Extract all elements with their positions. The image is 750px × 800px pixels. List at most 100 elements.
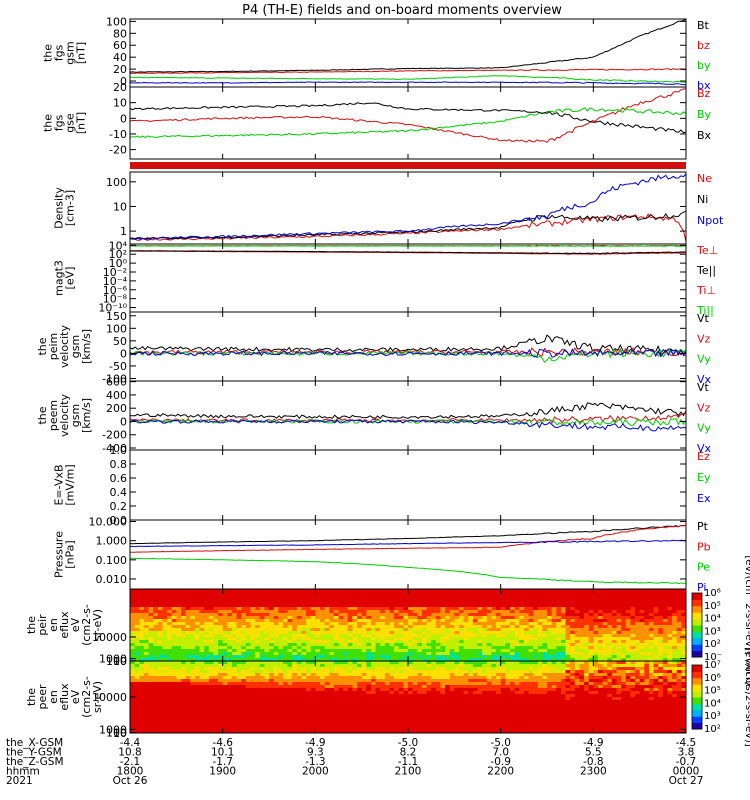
spectrogram-cell (389, 646, 395, 650)
spectrogram-cell (185, 694, 191, 698)
spectrogram-cell (333, 727, 339, 731)
spectrogram-cell (153, 712, 159, 716)
spectrogram-cell (130, 649, 136, 653)
spectrogram-cell (157, 712, 163, 716)
spectrogram-cell (676, 589, 682, 593)
spectrogram-cell (370, 637, 376, 641)
spectrogram-cell (333, 616, 339, 620)
spectrogram-cell (278, 715, 284, 719)
spectrogram-cell (384, 724, 390, 728)
spectrogram-cell (241, 661, 247, 665)
spectrogram-cell (204, 712, 210, 716)
spectrogram-cell (533, 607, 539, 611)
spectrogram-cell (403, 628, 409, 632)
spectrogram-cell (676, 640, 682, 644)
spectrogram-cell (611, 652, 617, 656)
spectrogram-cell (597, 655, 603, 659)
spectrogram-cell (597, 595, 603, 599)
spectrogram-cell (394, 697, 400, 701)
spectrogram-cell (486, 637, 492, 641)
spectrogram-cell (440, 613, 446, 617)
legend-pressure-2: Pe (697, 561, 710, 574)
spectrogram-cell (408, 685, 414, 689)
spectrogram-cell (227, 631, 233, 635)
spectrogram-cell (445, 631, 451, 635)
spectrogram-cell (370, 712, 376, 716)
spectrogram-cell (130, 592, 136, 596)
spectrogram-cell (162, 724, 168, 728)
spectrogram-cell (570, 604, 576, 608)
spectrogram-cell (306, 619, 312, 623)
spectrogram-cell (218, 613, 224, 617)
spectrogram-cell (208, 604, 214, 608)
colorbar-segment (692, 599, 702, 607)
spectrogram-cell (157, 727, 163, 731)
spectrogram-cell (472, 640, 478, 644)
spectrogram-cell (547, 658, 553, 662)
spectrogram-cell (329, 709, 335, 713)
spectrogram-cell (468, 643, 474, 647)
spectrogram-cell (333, 628, 339, 632)
spectrogram-cell (560, 619, 566, 623)
spectrogram-cell (482, 595, 488, 599)
spectrogram-cell (394, 613, 400, 617)
ylabel-line: [cm-3] (64, 190, 77, 226)
spectrogram-cell (611, 592, 617, 596)
spectrogram-cell (324, 598, 330, 602)
spectrogram-cell (218, 655, 224, 659)
spectrogram-cell (264, 589, 270, 593)
spectrogram-cell (523, 619, 529, 623)
spectrogram-cell (352, 637, 358, 641)
spectrogram-cell (648, 601, 654, 605)
spectrogram-cell (449, 664, 455, 668)
spectrogram-cell (394, 658, 400, 662)
spectrogram-cell (208, 727, 214, 731)
spectrogram-cell (180, 703, 186, 707)
spectrogram-cell (306, 676, 312, 680)
spectrogram-cell (176, 640, 182, 644)
spectrogram-cell (635, 652, 641, 656)
spectrogram-cell (352, 634, 358, 638)
spectrogram-cell (412, 646, 418, 650)
spectrogram-cell (556, 601, 562, 605)
spectrogram-cell (394, 607, 400, 611)
spectrogram-cell (134, 724, 140, 728)
ylabel-line: [mV/m] (64, 464, 77, 505)
spectrogram-cell (412, 727, 418, 731)
spectrogram-cell (366, 640, 372, 644)
spectrogram-cell (644, 658, 650, 662)
spectrogram-cell (431, 691, 437, 695)
panel-pressure: 0.0100.1001.00010.000Pressure[nPa]PtPbPe… (53, 516, 711, 594)
spectrogram-cell (148, 688, 154, 692)
panel-frame (129, 449, 687, 521)
spectrogram-cell (273, 730, 279, 734)
spectrogram-cell (259, 640, 265, 644)
spectrogram-cell (264, 616, 270, 620)
spectrogram-cell (338, 688, 344, 692)
series-bgsm-2 (130, 75, 687, 84)
spectrogram-cell (621, 589, 627, 593)
spectrogram-cell (625, 595, 631, 599)
spectrogram-cell (139, 676, 145, 680)
spectrogram-cell (394, 622, 400, 626)
spectrogram-cell (157, 652, 163, 656)
spectrogram-cell (389, 709, 395, 713)
spectrogram-cell (162, 664, 168, 668)
spectrogram-cell (296, 721, 302, 725)
spectrogram-cell (639, 631, 645, 635)
spectrogram-cell (394, 685, 400, 689)
spectrogram-cell (301, 637, 307, 641)
spectrogram-cell (273, 649, 279, 653)
spectrogram-cell (278, 604, 284, 608)
spectrogram-cell (602, 652, 608, 656)
spectrogram-cell (380, 730, 386, 734)
spectrogram-cell (449, 676, 455, 680)
spectrogram-cell (519, 640, 525, 644)
spectrogram-cell (264, 718, 270, 722)
spectrogram-cell (519, 610, 525, 614)
spectrogram-cell (282, 673, 288, 677)
spectrogram-cell (602, 649, 608, 653)
spectrogram-cell (370, 595, 376, 599)
spectrogram-cell (574, 640, 580, 644)
spectrogram-cell (625, 592, 631, 596)
